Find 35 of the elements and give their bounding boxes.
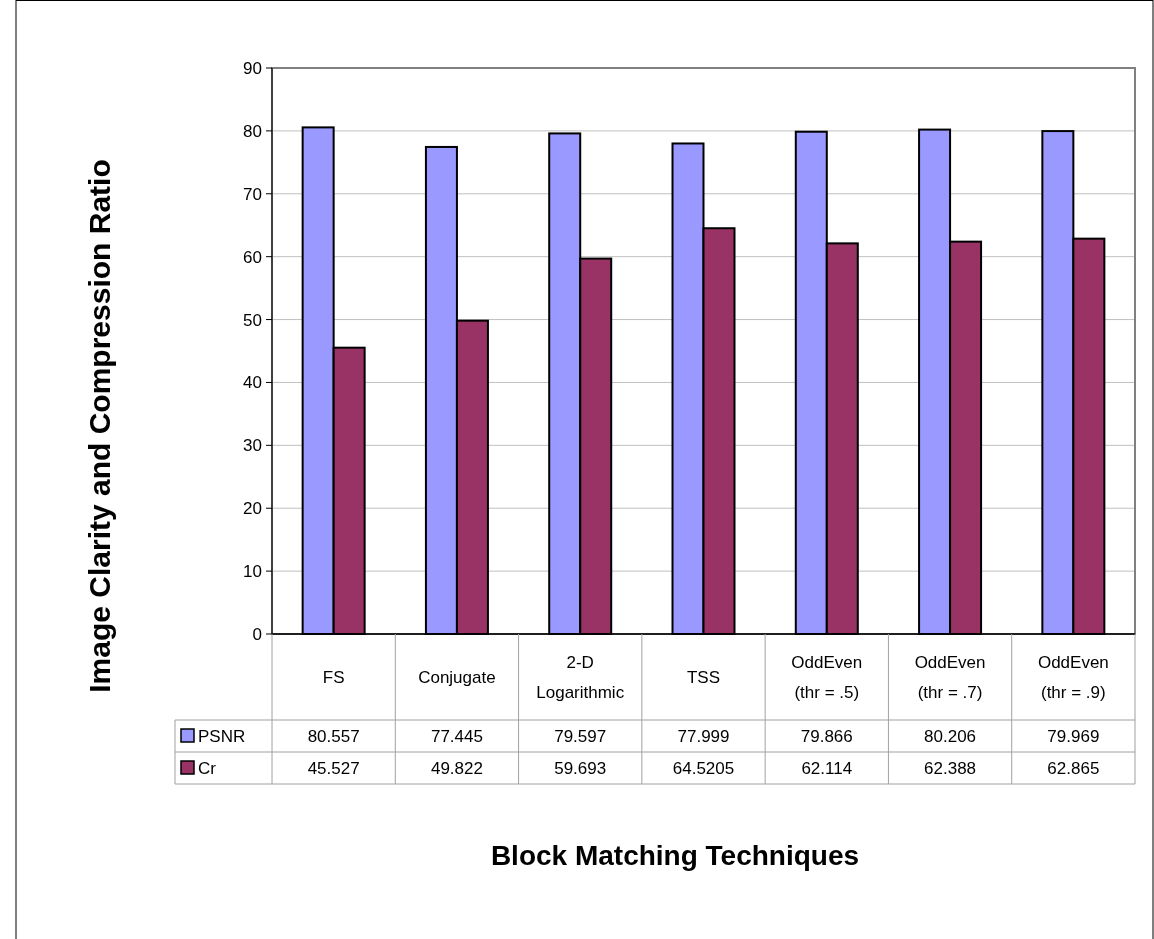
data-label: 80.557 xyxy=(307,726,360,746)
x-tick-label: Conjugate xyxy=(418,667,496,687)
x-tick-label: OddEven (thr = .9) xyxy=(1037,652,1109,702)
y-tick-label: 50 xyxy=(243,310,262,330)
x-tick-label: OddEven (thr = .7) xyxy=(914,652,986,702)
data-label: 62.865 xyxy=(1047,758,1100,778)
x-axis-title: Block Matching Techniques xyxy=(490,840,860,871)
data-label: 77.999 xyxy=(677,726,730,746)
y-tick-label: 20 xyxy=(243,499,262,519)
data-label: 79.969 xyxy=(1047,726,1100,746)
data-label: 64.5205 xyxy=(672,758,735,778)
y-tick-label: 0 xyxy=(252,624,262,644)
data-label: 62.114 xyxy=(801,758,853,778)
y-tick-label: 30 xyxy=(243,436,262,456)
y-tick-label: 40 xyxy=(243,373,262,393)
y-tick-label: 90 xyxy=(243,58,262,78)
y-tick-label: 60 xyxy=(243,247,262,267)
x-tick-label: 2-D Logarithmic xyxy=(536,652,625,702)
x-tick-label: TSS xyxy=(686,667,721,687)
y-tick-label: 80 xyxy=(243,121,262,141)
y-axis-title: Image Clarity and Compression Ratio xyxy=(83,159,116,693)
y-tick-label: 70 xyxy=(243,184,262,204)
data-label: 59.693 xyxy=(554,758,607,778)
data-label: 45.527 xyxy=(307,758,360,778)
data-label: 79.597 xyxy=(554,726,607,746)
legend-label: PSNR xyxy=(198,726,246,746)
data-label: 49.822 xyxy=(430,758,483,778)
x-tick-label: OddEven (thr = .5) xyxy=(791,652,863,702)
data-label: 80.206 xyxy=(924,726,977,746)
y-tick-label: 10 xyxy=(243,562,262,582)
data-label: 77.445 xyxy=(430,726,483,746)
data-label: 79.866 xyxy=(800,726,853,746)
x-tick-label: FS xyxy=(322,667,345,687)
legend-label: Cr xyxy=(198,758,217,778)
data-label: 62.388 xyxy=(924,758,977,778)
